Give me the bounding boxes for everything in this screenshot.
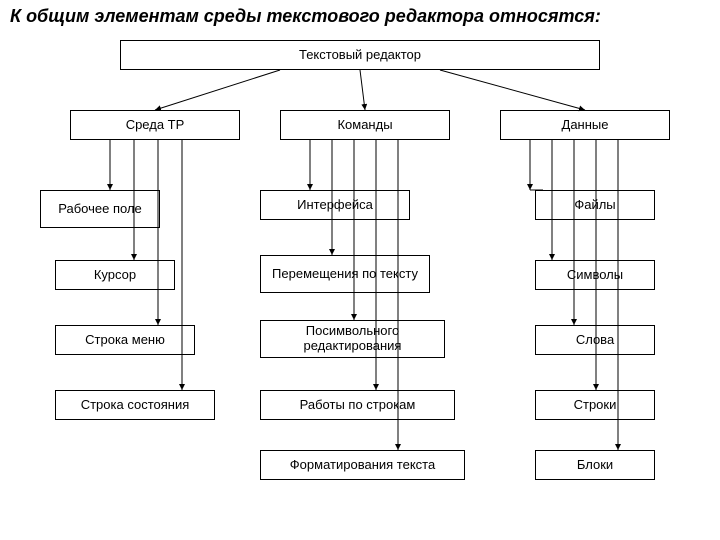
- node-stroki: Строки: [535, 390, 655, 420]
- node-simvoly: Символы: [535, 260, 655, 290]
- node-faily: Файлы: [535, 190, 655, 220]
- node-stroka-sostoyaniya: Строка состояния: [55, 390, 215, 420]
- node-sreda-tr: Среда ТР: [70, 110, 240, 140]
- node-interfeisa: Интерфейса: [260, 190, 410, 220]
- node-formatirovaniya: Форматирования текста: [260, 450, 465, 480]
- node-kursor: Курсор: [55, 260, 175, 290]
- node-root: Текстовый редактор: [120, 40, 600, 70]
- node-dannye: Данные: [500, 110, 670, 140]
- node-raboty-po-strokam: Работы по строкам: [260, 390, 455, 420]
- node-posimvolnogo: Посимвольного редактирования: [260, 320, 445, 358]
- node-slova: Слова: [535, 325, 655, 355]
- node-rabochee-pole: Рабочее поле: [40, 190, 160, 228]
- node-stroka-menu: Строка меню: [55, 325, 195, 355]
- page-title: К общим элементам среды текстового редак…: [10, 6, 710, 27]
- node-bloki: Блоки: [535, 450, 655, 480]
- node-peremesheniya: Перемещения по тексту: [260, 255, 430, 293]
- node-komandy: Команды: [280, 110, 450, 140]
